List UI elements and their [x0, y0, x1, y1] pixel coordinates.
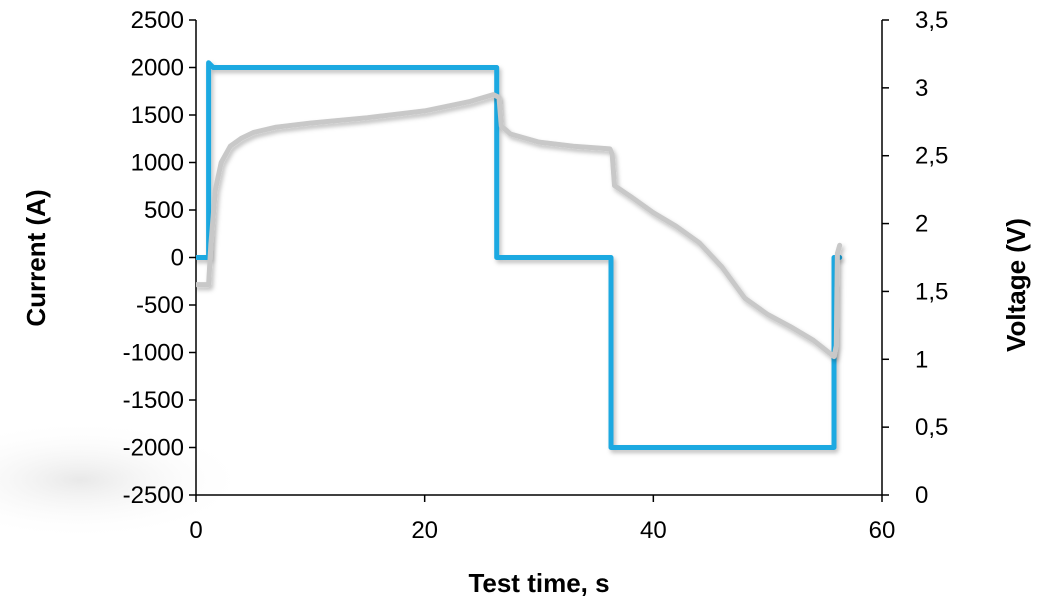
voltage-series-line	[196, 92, 843, 360]
current-series-line	[196, 60, 843, 450]
y-right-tick-label: 3,5	[915, 7, 948, 34]
x-tick-label: 40	[640, 517, 667, 544]
y-right-tick-label: 0	[915, 482, 928, 509]
x-tick-label: 60	[869, 517, 896, 544]
y-left-tick-label: 500	[144, 197, 184, 224]
series-layer	[196, 60, 843, 450]
y-axis-right-title: Voltage (V)	[1001, 218, 1031, 352]
y-left-tick-label: 1500	[131, 102, 184, 129]
y-left-tick-label: -2500	[123, 482, 184, 509]
y-right-tick-label: 1,5	[915, 278, 948, 305]
y-left-tick-label: 1000	[131, 150, 184, 177]
y-left-tick-label: -1000	[123, 340, 184, 367]
y-right-tick-label: 2	[915, 211, 928, 238]
x-axis-title: Test time, s	[468, 568, 609, 598]
y-left-tick-label: -2000	[123, 435, 184, 462]
y-left-tick-label: 2000	[131, 55, 184, 82]
background-shading	[0, 420, 250, 540]
x-tick-label: 0	[189, 517, 202, 544]
y-right-tick-label: 0,5	[915, 414, 948, 441]
y-right-tick-label: 1	[915, 346, 928, 373]
tick-labels: 25002000150010005000-500-1000-1500-2000-…	[123, 7, 949, 544]
y-axis-left-title: Current (A)	[21, 189, 51, 326]
y-right-tick-label: 2,5	[915, 143, 948, 170]
y-left-tick-label: 2500	[131, 7, 184, 34]
y-left-tick-label: 0	[171, 245, 184, 272]
axes	[189, 19, 889, 502]
x-tick-label: 20	[411, 517, 438, 544]
y-left-tick-label: -1500	[123, 387, 184, 414]
y-left-tick-label: -500	[136, 292, 184, 319]
y-right-tick-label: 3	[915, 75, 928, 102]
